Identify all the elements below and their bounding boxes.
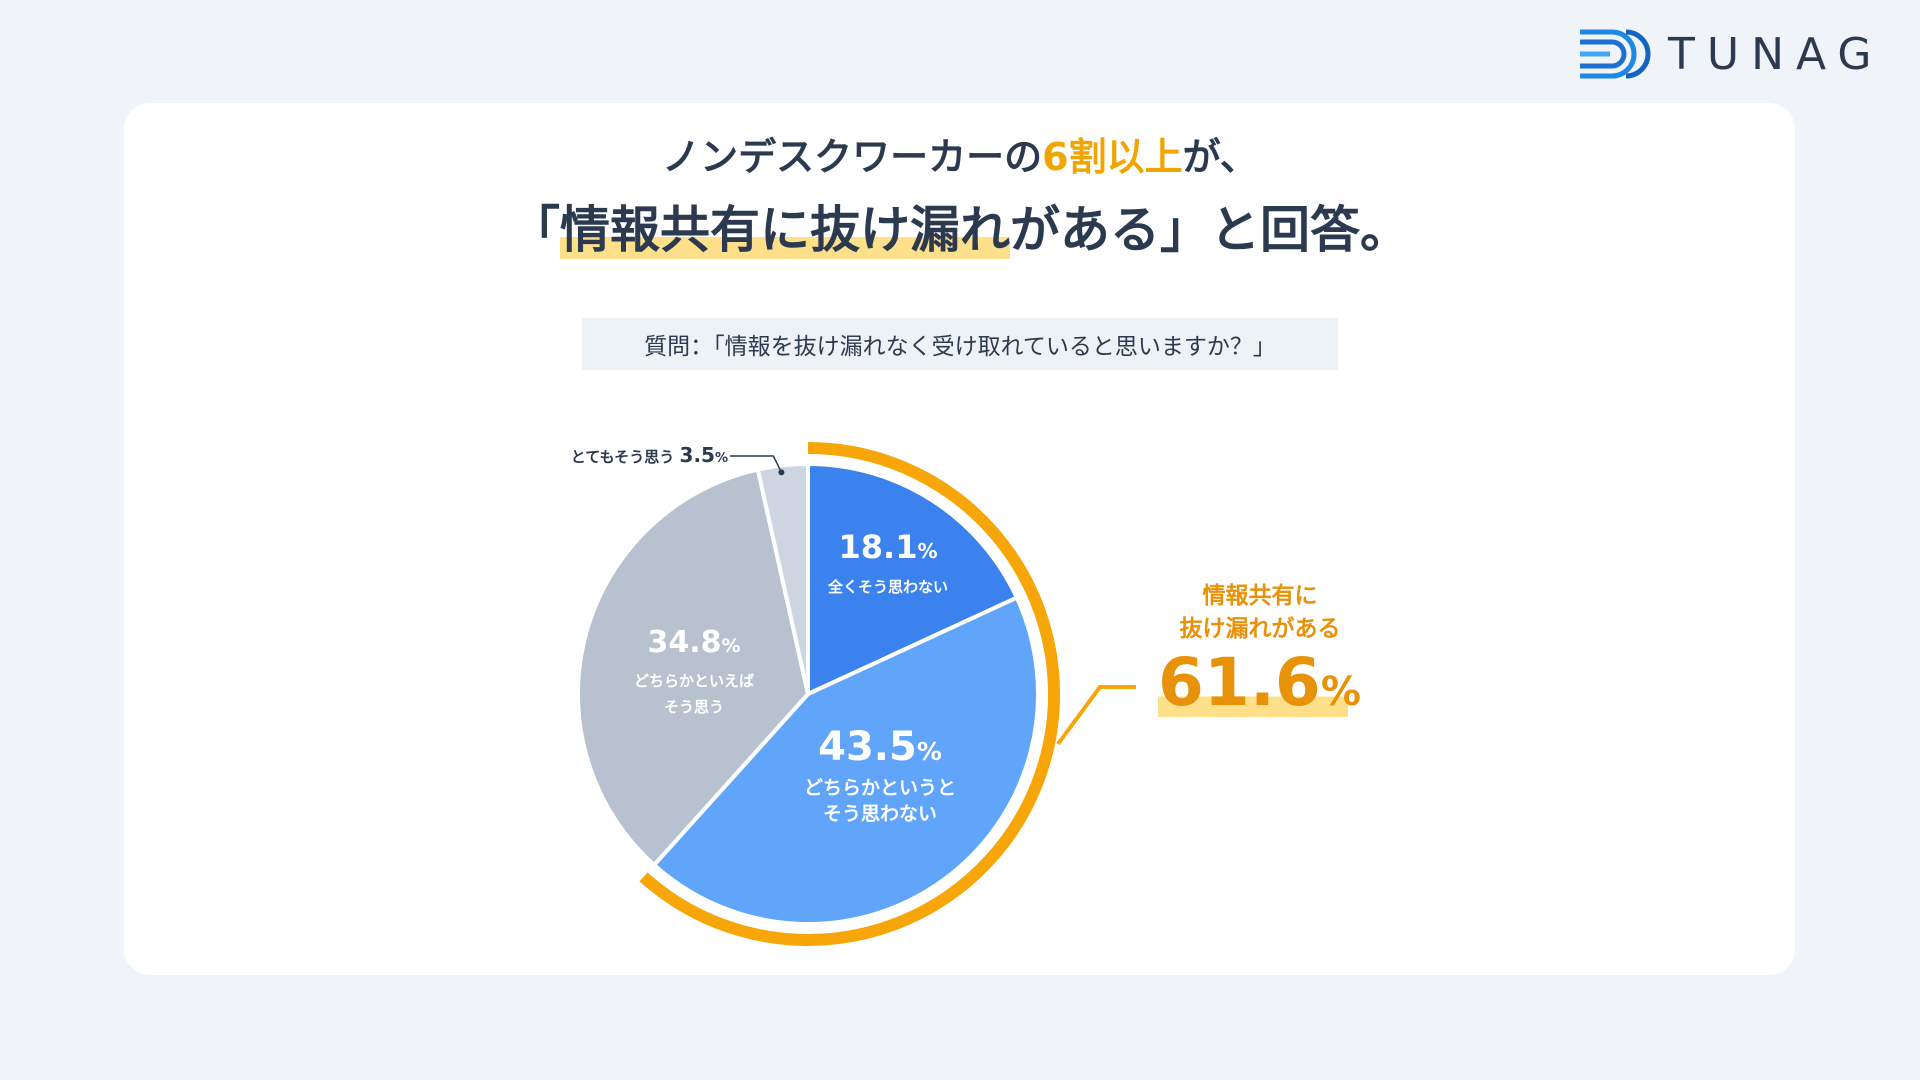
- question-text: 質問：「情報を抜け漏れなく受け取れていると思いますか？」: [644, 334, 1276, 360]
- slice-label-1-0: どちらかというと: [804, 777, 956, 799]
- callout-value: 61.6%: [1158, 648, 1361, 718]
- callout-line1: 情報共有に: [1202, 583, 1318, 609]
- leader-line: [730, 455, 783, 473]
- question-box: 質問：「情報を抜け漏れなく受け取れていると思いますか？」: [582, 318, 1338, 370]
- highlight-arc: [639, 442, 1060, 946]
- pie-slice-3: [755, 461, 810, 695]
- callout-connector: [1056, 685, 1136, 746]
- headline-highlight: 情報共有に抜け漏れ: [560, 201, 1010, 259]
- headline-accent: 6割以上: [1042, 135, 1183, 179]
- pie-slice-1: [651, 594, 1040, 926]
- tunag-logo-icon: [1580, 29, 1651, 79]
- slice-label-2-1: そう思う: [664, 698, 724, 716]
- logo-text: TUNAG: [1668, 28, 1884, 80]
- slice-value-0: 18.1%: [839, 528, 938, 566]
- slice-label-2-0: どちらかといえば: [634, 672, 754, 690]
- headline-line1-pre: ノンデスクワーカーの: [662, 135, 1043, 179]
- tunag-logo: TUNAG: [1576, 24, 1906, 84]
- slice-label-0-0: 全くそう思わない: [827, 578, 948, 596]
- slice-value-2: 34.8%: [647, 625, 740, 660]
- callout-line2: 抜け漏れがある: [1179, 616, 1341, 643]
- slice-value-3: とてもそう思う 3.5%: [571, 443, 728, 467]
- pie-slice-2: [576, 467, 811, 868]
- slice-value-1: 43.5%: [818, 724, 942, 770]
- headline-line1: ノンデスクワーカーの6割以上が、: [0, 126, 1920, 181]
- headline-bracket: 「: [510, 201, 560, 259]
- headline-line2: 「情報共有に抜け漏れがある」と回答。: [0, 190, 1920, 262]
- headline-line2-post: がある」と回答。: [1010, 201, 1410, 259]
- callout-unit: %: [1320, 669, 1361, 715]
- callout-label: 情報共有に 抜け漏れがある: [1140, 580, 1380, 647]
- headline-line1-post: が、: [1182, 135, 1258, 179]
- callout-number: 61.6: [1158, 644, 1321, 721]
- slice-label-1-1: そう思わない: [823, 803, 937, 825]
- pie-slice-0: [806, 461, 1020, 698]
